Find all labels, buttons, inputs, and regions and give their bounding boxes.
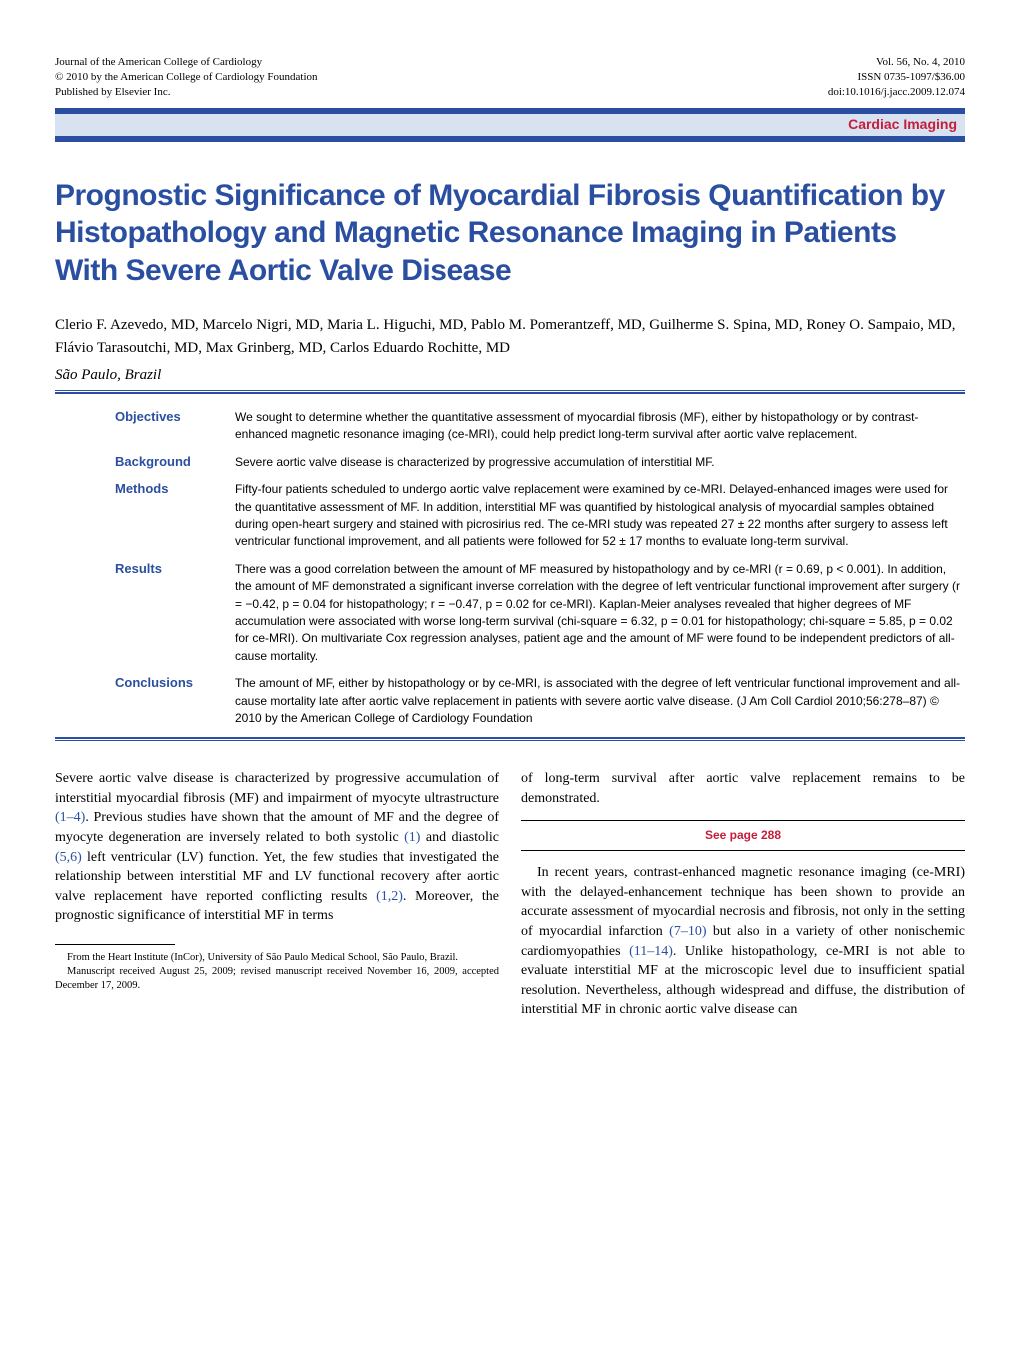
abstract-methods-label: Methods	[115, 481, 235, 551]
ref-link-3[interactable]: (5,6)	[55, 850, 82, 865]
ref-link-4[interactable]: (1,2)	[376, 889, 403, 904]
body-columns: Severe aortic valve disease is character…	[55, 769, 965, 1020]
abstract-results-label: Results	[115, 561, 235, 665]
abstract-objectives-row: Objectives We sought to determine whethe…	[55, 409, 965, 444]
body-paragraph-right-1: of long-term survival after aortic valve…	[521, 769, 965, 808]
footnote-affiliation: From the Heart Institute (InCor), Univer…	[55, 951, 499, 965]
abstract-conclusions-label: Conclusions	[115, 675, 235, 727]
ref-link-2[interactable]: (1)	[404, 830, 420, 845]
abstract-results-row: Results There was a good correlation bet…	[55, 561, 965, 665]
author-list: Clerio F. Azevedo, MD, Marcelo Nigri, MD…	[55, 314, 965, 359]
footnote-rule	[55, 944, 175, 945]
body-paragraph-left: Severe aortic valve disease is character…	[55, 769, 499, 926]
footnote-dates: Manuscript received August 25, 2009; rev…	[55, 965, 499, 993]
section-label-row: Cardiac Imaging	[55, 114, 965, 136]
header-right: Vol. 56, No. 4, 2010 ISSN 0735-1097/$36.…	[828, 55, 965, 100]
ref-link-5[interactable]: (7–10)	[669, 924, 706, 939]
abstract-divider-bottom	[55, 737, 965, 741]
abstract-objectives-text: We sought to determine whether the quant…	[235, 409, 965, 444]
journal-header: Journal of the American College of Cardi…	[55, 55, 965, 100]
copyright-line: © 2010 by the American College of Cardio…	[55, 70, 318, 85]
abstract-background-text: Severe aortic valve disease is character…	[235, 454, 965, 471]
abstract-objectives-label: Objectives	[115, 409, 235, 444]
abstract-background-row: Background Severe aortic valve disease i…	[55, 454, 965, 471]
body-paragraph-right-2: In recent years, contrast-enhanced magne…	[521, 863, 965, 1020]
abstract-results-text: There was a good correlation between the…	[235, 561, 965, 665]
header-left: Journal of the American College of Cardi…	[55, 55, 318, 100]
abstract-methods-text: Fifty-four patients scheduled to undergo…	[235, 481, 965, 551]
section-label: Cardiac Imaging	[848, 116, 957, 132]
body-column-left: Severe aortic valve disease is character…	[55, 769, 499, 1020]
ref-link-1[interactable]: (1–4)	[55, 810, 85, 825]
publisher-line: Published by Elsevier Inc.	[55, 85, 318, 100]
abstract-background-label: Background	[115, 454, 235, 471]
volume-issue: Vol. 56, No. 4, 2010	[828, 55, 965, 70]
affiliation: São Paulo, Brazil	[55, 367, 965, 384]
see-page-rule-bottom	[521, 850, 965, 851]
ref-link-6[interactable]: (11–14)	[629, 944, 673, 959]
title-block: Prognostic Significance of Myocardial Fi…	[55, 177, 965, 290]
see-page-box: See page 288	[521, 820, 965, 851]
abstract-conclusions-row: Conclusions The amount of MF, either by …	[55, 675, 965, 727]
abstract-conclusions-text: The amount of MF, either by histopatholo…	[235, 675, 965, 727]
journal-name: Journal of the American College of Cardi…	[55, 55, 318, 70]
doi: doi:10.1016/j.jacc.2009.12.074	[828, 85, 965, 100]
body-column-right: of long-term survival after aortic valve…	[521, 769, 965, 1020]
body-text-1a: Severe aortic valve disease is character…	[55, 771, 499, 806]
issn: ISSN 0735-1097/$36.00	[828, 70, 965, 85]
section-bar-bottom	[55, 136, 965, 142]
article-title: Prognostic Significance of Myocardial Fi…	[55, 177, 965, 290]
see-page-rule-top	[521, 820, 965, 821]
body-text-1c: and diastolic	[420, 830, 499, 845]
abstract-methods-row: Methods Fifty-four patients scheduled to…	[55, 481, 965, 551]
see-page-text: See page 288	[521, 825, 965, 846]
abstract-divider-top	[55, 390, 965, 394]
